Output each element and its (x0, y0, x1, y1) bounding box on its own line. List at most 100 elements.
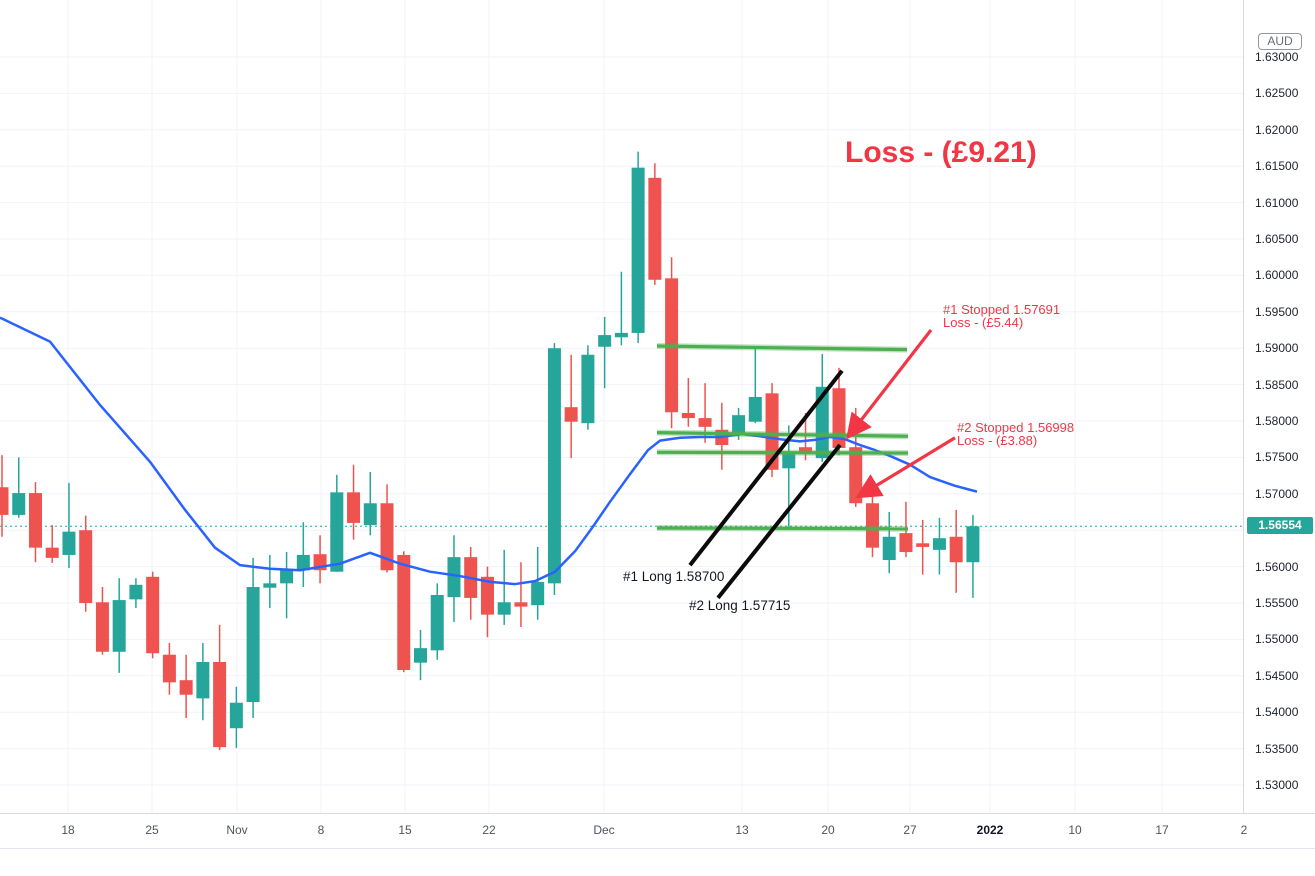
black-trendline[interactable] (688, 369, 844, 567)
candle-body[interactable] (112, 600, 126, 652)
price-tick-label: 1.56000 (1255, 559, 1299, 574)
candle-body[interactable] (79, 530, 93, 603)
candle-body[interactable] (932, 538, 946, 550)
candle-body[interactable] (213, 661, 227, 748)
candle-body[interactable] (882, 536, 896, 561)
price-tick-label: 1.58000 (1255, 414, 1299, 428)
price-tick-label: 1.59500 (1255, 304, 1299, 319)
price-tick-label: 1.57500 (1255, 450, 1299, 465)
price-tick-label: 1.62000 (1255, 122, 1299, 137)
green-level-line[interactable] (656, 344, 908, 352)
time-tick-label: 18 (61, 823, 75, 837)
green-level-line[interactable] (656, 450, 909, 455)
time-tick-label: Dec (593, 823, 615, 837)
candle-body[interactable] (531, 581, 545, 606)
candle-body[interactable] (732, 415, 746, 433)
candle-body[interactable] (614, 332, 628, 338)
time-tick-label: 13 (735, 823, 749, 837)
candle-body[interactable] (146, 576, 160, 654)
candle-body[interactable] (564, 407, 578, 422)
candle-body[interactable] (363, 503, 377, 526)
stop1-price-text: #1 Stopped 1.57691 (943, 302, 1061, 317)
candle-body[interactable] (966, 526, 980, 563)
black-trendline[interactable] (716, 443, 842, 600)
candle-body[interactable] (347, 492, 361, 523)
moving-average-line[interactable] (0, 316, 978, 586)
time-axis[interactable]: 18 25 Nov 8 15 22 Dec 13 20 27 2022 10 17 2 (0, 813, 1315, 849)
time-tick-label: 10 (1068, 823, 1082, 837)
candle-body[interactable] (799, 447, 813, 453)
candle-body[interactable] (899, 533, 913, 553)
candle-body[interactable] (380, 503, 394, 571)
candle-body[interactable] (95, 602, 109, 652)
candle-body[interactable] (45, 547, 59, 558)
candle-body[interactable] (0, 487, 9, 515)
stop-arrow[interactable] (855, 436, 956, 499)
stop2-price-text: #2 Stopped 1.56998 (957, 420, 1075, 435)
green-level-line[interactable] (656, 526, 909, 531)
time-tick-label: 27 (903, 823, 917, 837)
candle-body[interactable] (129, 584, 143, 600)
candle-body[interactable] (497, 602, 511, 615)
candle-body[interactable] (782, 453, 796, 469)
candle-body[interactable] (598, 335, 612, 347)
stop2-loss-text: Loss - (£3.88) (957, 433, 1038, 448)
candle-body[interactable] (648, 177, 662, 280)
candle-body[interactable] (263, 583, 277, 588)
candle-body[interactable] (748, 396, 762, 422)
price-tick-label: 1.54500 (1255, 668, 1299, 683)
candle-body[interactable] (865, 503, 879, 548)
candle-body[interactable] (949, 536, 963, 563)
candle-body[interactable] (196, 661, 210, 699)
price-chart-pane[interactable]: Loss - (£9.21) #1 Stopped 1.57691 Loss -… (0, 0, 1243, 813)
candle-body[interactable] (581, 354, 595, 424)
time-tick-label: 22 (482, 823, 496, 837)
candle-body[interactable] (765, 393, 779, 470)
time-tick-label: 25 (145, 823, 159, 837)
candle-body[interactable] (698, 418, 712, 427)
candle-body[interactable] (631, 167, 645, 333)
candle-body[interactable] (229, 702, 243, 729)
candle-body[interactable] (681, 412, 695, 419)
price-tick-label: 1.53000 (1255, 778, 1299, 792)
time-tick-label: 15 (398, 823, 412, 837)
candle-body[interactable] (832, 388, 846, 448)
price-tick-label: 1.55000 (1255, 632, 1299, 647)
candle-body[interactable] (447, 557, 461, 598)
candle-body[interactable] (514, 602, 528, 607)
time-tick-label: 8 (317, 823, 325, 837)
candle-body[interactable] (916, 543, 930, 547)
stop1-loss-text: Loss - (£5.44) (943, 315, 1024, 330)
candle-body[interactable] (162, 654, 176, 683)
candle-body[interactable] (280, 570, 294, 584)
time-tick-label: 2 (1240, 823, 1248, 837)
price-tick-label: 1.60500 (1255, 232, 1299, 246)
price-tick-label: 1.57000 (1255, 486, 1299, 501)
candle-body[interactable] (397, 554, 411, 670)
price-tick-label: 1.55500 (1255, 596, 1299, 610)
candle-body[interactable] (62, 531, 76, 555)
candle-body[interactable] (480, 576, 494, 615)
price-tick-label: 1.61500 (1255, 159, 1299, 174)
stop1-annotation: #1 Stopped 1.57691 Loss - (£5.44) (943, 303, 1060, 329)
candle-body[interactable] (547, 348, 561, 584)
price-tick-label: 1.61000 (1255, 195, 1299, 210)
candle-body[interactable] (179, 680, 193, 695)
stop2-annotation: #2 Stopped 1.56998 Loss - (£3.88) (957, 421, 1074, 447)
total-loss-annotation: Loss - (£9.21) (845, 136, 1037, 169)
time-tick-label: Nov (226, 823, 248, 837)
candle-body[interactable] (414, 648, 427, 663)
price-tick-label: 1.59000 (1255, 341, 1299, 356)
time-tick-label: 2022 (976, 823, 1004, 837)
symbol-badge[interactable]: AUD (1258, 33, 1302, 50)
stop-arrow[interactable] (846, 329, 933, 440)
time-tick-label: 20 (821, 823, 835, 837)
candle-body[interactable] (246, 586, 260, 703)
price-axis[interactable]: AUD 1.63000 1.62500 1.62000 1.61500 1.61000 1… (1243, 0, 1315, 813)
candle-body[interactable] (330, 492, 344, 572)
time-tick-label: 17 (1155, 823, 1169, 837)
candle-body[interactable] (28, 493, 42, 548)
candle-body[interactable] (296, 554, 310, 571)
candle-body[interactable] (12, 493, 26, 515)
candle-body[interactable] (430, 594, 444, 651)
